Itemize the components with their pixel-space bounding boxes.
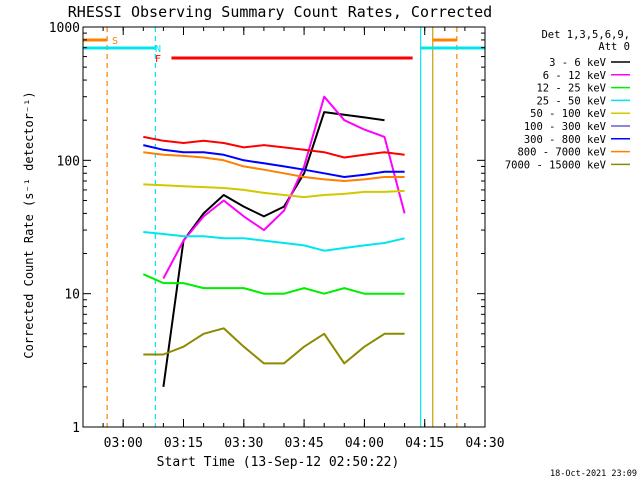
series-line-3	[142, 273, 405, 295]
legend-label-5: 50 - 100 keV	[530, 108, 607, 120]
y-tick-label: 10	[64, 288, 80, 303]
plot-area: S NF	[83, 27, 485, 427]
legend-label-3: 12 - 25 keV	[536, 83, 606, 95]
y-tick-label: 1000	[49, 21, 80, 36]
flag-label-f: F	[155, 54, 161, 65]
legend-label-7: 300 - 800 keV	[524, 134, 607, 146]
legend-header-2: Att 0	[598, 41, 630, 53]
y-tick-label: 100	[57, 154, 80, 169]
x-tick-label: 03:30	[224, 436, 263, 451]
legend-label-9: 7000 - 15000 keV	[505, 159, 607, 171]
chart-title: RHESSI Observing Summary Count Rates, Co…	[68, 3, 492, 21]
x-tick-label: 03:15	[164, 436, 203, 451]
flag-label-n: N	[155, 44, 161, 55]
series-line-4	[143, 231, 405, 252]
x-tick-label: 03:00	[104, 436, 143, 451]
render-timestamp: 18-Oct-2021 23:09	[550, 469, 637, 479]
legend-label-2: 6 - 12 keV	[543, 70, 607, 82]
x-tick-label: 04:30	[465, 436, 504, 451]
series-line-10	[143, 135, 405, 159]
x-tick-label: 04:00	[345, 436, 384, 451]
legend-header-1: Det 1,3,5,6,9,	[541, 29, 630, 41]
flag-label-s: S	[112, 36, 118, 47]
series-line-9	[143, 327, 405, 365]
series-line-7	[143, 144, 405, 178]
series-line-5	[143, 183, 405, 199]
series-line-8	[143, 151, 405, 182]
y-axis-label: Corrected Count Rate (s⁻¹ detector⁻¹)	[22, 91, 36, 358]
x-axis: 03:00 03:15 03:30 03:45 04:00 04:15 04:30	[82, 27, 505, 451]
legend-label-1: 3 - 6 keV	[549, 57, 607, 69]
legend-label-4: 25 - 50 keV	[536, 95, 606, 107]
legend-label-6: 100 - 300 keV	[524, 121, 607, 133]
x-axis-label: Start Time (13-Sep-12 02:50:22)	[157, 455, 400, 470]
y-axis: 1 10 100 1000	[49, 21, 485, 436]
x-tick-label: 04:15	[405, 436, 444, 451]
y-tick-label: 1	[72, 421, 80, 436]
legend-label-8: 800 - 7000 keV	[517, 147, 606, 159]
x-tick-label: 03:45	[285, 436, 324, 451]
series-line-1	[162, 111, 385, 388]
series-line-2	[162, 95, 406, 279]
